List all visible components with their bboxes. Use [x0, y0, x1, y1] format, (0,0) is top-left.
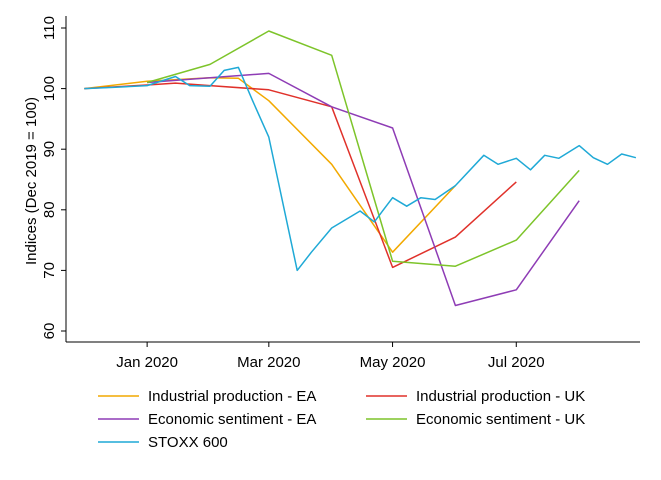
legend-label: Economic sentiment - EA [148, 411, 316, 428]
series-line-4 [146, 30, 580, 267]
y-axis-title: Indices (Dec 2019 = 100) [23, 97, 40, 265]
legend-label: STOXX 600 [148, 434, 228, 451]
series-layer [84, 30, 637, 307]
x-tick-label: Mar 2020 [237, 354, 300, 371]
y-tick-label: 90 [41, 141, 58, 158]
x-tick-label: Jan 2020 [116, 354, 178, 371]
legend-item: Economic sentiment - EA [98, 411, 316, 428]
x-tick-label: Jul 2020 [488, 354, 545, 371]
legend-label: Industrial production - UK [416, 388, 585, 405]
legend-item: Economic sentiment - UK [366, 411, 585, 428]
series-line-3 [147, 72, 580, 307]
legend-label: Economic sentiment - UK [416, 411, 585, 428]
series-line-5 [84, 66, 637, 272]
y-tick-label: 100 [41, 76, 58, 101]
y-tick-label: 110 [41, 16, 58, 40]
x-tick-label: May 2020 [360, 354, 426, 371]
legend: Industrial production - EA Industrial pro… [98, 388, 585, 451]
axes: 60 70 80 90 100 110 Jan 2020 Mar 2020 May 2020 Ju… [41, 16, 640, 371]
series-line-1 [84, 76, 456, 253]
y-tick-label: 80 [41, 201, 58, 218]
legend-label: Industrial production - EA [148, 388, 316, 405]
legend-item: Industrial production - EA [98, 388, 316, 405]
legend-item: Industrial production - UK [366, 388, 585, 405]
y-tick-label: 70 [41, 262, 58, 279]
y-tick-label: 60 [41, 323, 58, 340]
series-line-2 [84, 82, 517, 269]
legend-item: STOXX 600 [98, 434, 228, 451]
